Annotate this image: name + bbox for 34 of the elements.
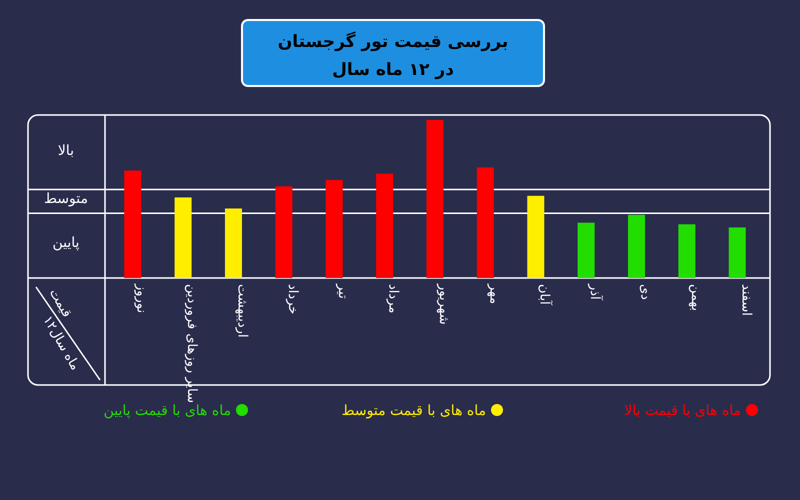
x-tick-label: خرداد (284, 284, 300, 314)
x-tick-label: آذر (587, 283, 604, 302)
bar (124, 170, 142, 278)
text: متوسط (44, 191, 88, 207)
x-tick-label: تیر (335, 283, 350, 300)
x-tick-label: اردیبهشت (234, 284, 250, 338)
bar (426, 120, 444, 278)
x-tick-label: آبان (536, 284, 554, 306)
x-tick-label: مهر (486, 283, 502, 304)
x-tick-label: نوروز (134, 283, 149, 314)
bar (678, 224, 696, 278)
x-tick-label: سایر روزهای فروردین (184, 284, 200, 403)
x-tick-label: مرداد (386, 284, 401, 314)
bar (376, 174, 394, 278)
chart-subtitle: در ۱۲ ماه سال (332, 60, 454, 80)
bar (174, 197, 192, 278)
x-tick-label: دی (637, 284, 652, 300)
bar (527, 196, 544, 278)
bar (628, 214, 645, 278)
bar (578, 222, 595, 278)
legend-item: ماه های با قیمت بالا (624, 403, 758, 419)
bar (476, 167, 494, 278)
text: بالا (58, 143, 74, 159)
x-tick-label: بهمن (688, 284, 703, 312)
legend-item: ماه های با قیمت پایین (104, 403, 248, 419)
bar (275, 186, 292, 278)
bar (224, 208, 242, 278)
x-tick-label: اسفند (738, 284, 754, 316)
legend-item: ماه های با قیمت متوسط (342, 403, 503, 419)
bar (326, 180, 343, 278)
chart-title: بررسی قیمت تور گرجستان (278, 31, 508, 52)
bar (728, 227, 746, 278)
text: پایین (52, 235, 80, 251)
x-tick-label: شهریور (436, 283, 451, 325)
